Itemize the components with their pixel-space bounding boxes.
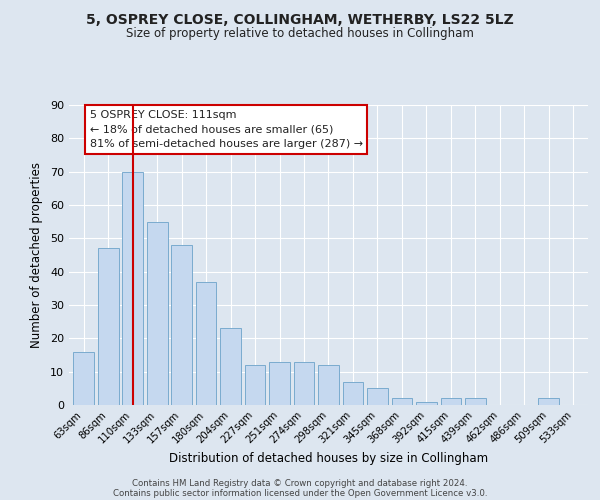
Bar xyxy=(171,245,192,405)
Bar xyxy=(220,328,241,405)
Text: Contains public sector information licensed under the Open Government Licence v3: Contains public sector information licen… xyxy=(113,488,487,498)
Bar xyxy=(245,365,265,405)
Bar xyxy=(269,362,290,405)
Y-axis label: Number of detached properties: Number of detached properties xyxy=(30,162,43,348)
Bar xyxy=(98,248,119,405)
Bar xyxy=(343,382,364,405)
Bar xyxy=(465,398,486,405)
Text: 5 OSPREY CLOSE: 111sqm
← 18% of detached houses are smaller (65)
81% of semi-det: 5 OSPREY CLOSE: 111sqm ← 18% of detached… xyxy=(90,110,363,149)
Text: 5, OSPREY CLOSE, COLLINGHAM, WETHERBY, LS22 5LZ: 5, OSPREY CLOSE, COLLINGHAM, WETHERBY, L… xyxy=(86,12,514,26)
Bar xyxy=(440,398,461,405)
X-axis label: Distribution of detached houses by size in Collingham: Distribution of detached houses by size … xyxy=(169,452,488,466)
Bar xyxy=(367,388,388,405)
Bar xyxy=(147,222,167,405)
Text: Size of property relative to detached houses in Collingham: Size of property relative to detached ho… xyxy=(126,28,474,40)
Bar xyxy=(73,352,94,405)
Bar xyxy=(392,398,412,405)
Bar xyxy=(196,282,217,405)
Bar xyxy=(122,172,143,405)
Text: Contains HM Land Registry data © Crown copyright and database right 2024.: Contains HM Land Registry data © Crown c… xyxy=(132,478,468,488)
Bar xyxy=(293,362,314,405)
Bar xyxy=(318,365,339,405)
Bar xyxy=(538,398,559,405)
Bar xyxy=(416,402,437,405)
